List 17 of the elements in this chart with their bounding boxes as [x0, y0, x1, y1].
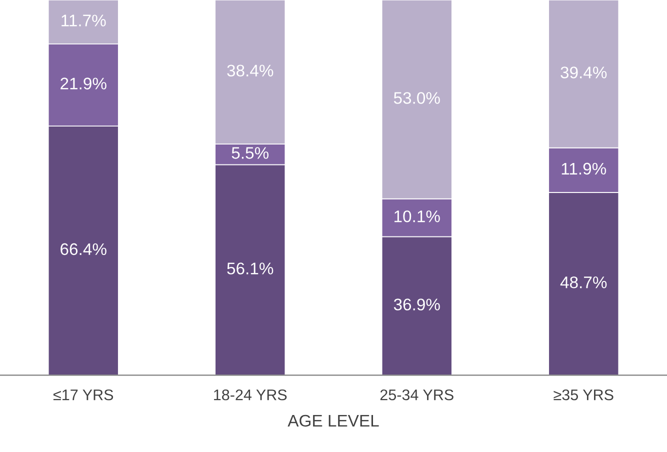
x-tick-label: ≥35 YRS: [554, 389, 614, 400]
data-label: 5.5%: [232, 147, 269, 159]
x-tick-label: ≤17 YRS: [53, 389, 114, 400]
x-tick-label: 25-34 YRS: [380, 389, 454, 400]
x-axis-title: AGE LEVEL: [288, 414, 379, 427]
data-label: 66.4%: [60, 243, 106, 256]
data-label: 39.4%: [560, 66, 607, 78]
data-label: 53.0%: [394, 92, 440, 104]
data-label: 56.1%: [227, 262, 274, 274]
data-label: 36.9%: [394, 298, 440, 310]
data-label: 10.1%: [394, 210, 440, 222]
data-label: 21.9%: [60, 78, 106, 90]
data-label: 48.7%: [560, 276, 607, 288]
data-label: 11.7%: [62, 14, 106, 26]
x-tick-label: 18-24 YRS: [214, 389, 287, 400]
data-label: 38.4%: [227, 64, 274, 77]
data-label: 11.9%: [562, 162, 606, 175]
